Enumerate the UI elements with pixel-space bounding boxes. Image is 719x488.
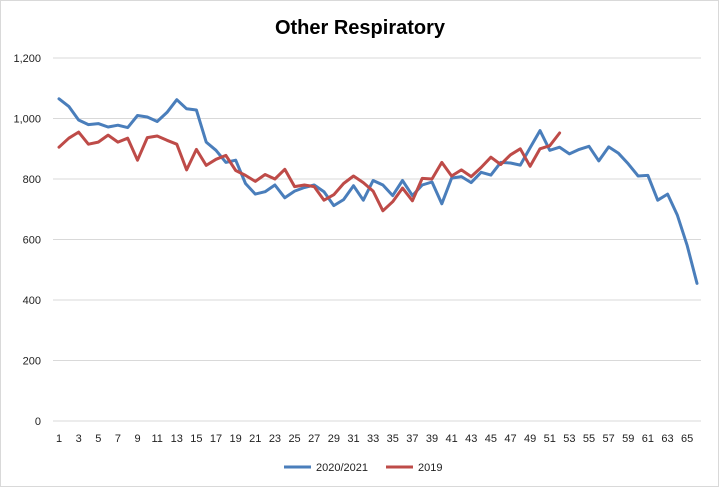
chart-title: Other Respiratory — [275, 17, 446, 39]
x-tick-label: 13 — [171, 433, 183, 445]
y-tick-label: 400 — [23, 295, 41, 307]
x-tick-label: 33 — [367, 433, 379, 445]
x-tick-label: 3 — [76, 433, 82, 445]
series-line-1 — [57, 130, 562, 213]
x-tick-label: 61 — [642, 433, 654, 445]
x-tick-label: 19 — [230, 433, 242, 445]
x-tick-label: 35 — [387, 433, 399, 445]
y-tick-label: 0 — [35, 416, 41, 428]
x-tick-label: 49 — [524, 433, 536, 445]
x-tick-label: 57 — [603, 433, 615, 445]
legend: 2020/2021 2019 — [284, 462, 442, 474]
y-tick-label: 800 — [23, 174, 41, 186]
x-tick-label: 43 — [465, 433, 477, 445]
x-tick-label: 17 — [210, 433, 222, 445]
x-tick-label: 51 — [544, 433, 556, 445]
x-tick-label: 27 — [308, 433, 320, 445]
x-tick-label: 31 — [347, 433, 359, 445]
x-tick-label: 65 — [681, 433, 693, 445]
grid-lines — [53, 57, 701, 422]
y-tick-label: 1,000 — [13, 114, 41, 126]
y-tick-label: 1,200 — [13, 53, 41, 65]
x-tick-label: 41 — [445, 433, 457, 445]
series-lines — [57, 97, 699, 285]
y-tick-label: 200 — [23, 356, 41, 368]
legend-label-0: 2020/2021 — [316, 462, 368, 474]
x-tick-label: 9 — [134, 433, 140, 445]
x-tick-label: 37 — [406, 433, 418, 445]
x-tick-label: 21 — [249, 433, 261, 445]
x-tick-label: 45 — [485, 433, 497, 445]
x-tick-label: 29 — [328, 433, 340, 445]
x-tick-label: 15 — [190, 433, 202, 445]
x-tick-label: 39 — [426, 433, 438, 445]
series-line-0 — [57, 97, 699, 285]
x-tick-label: 1 — [56, 433, 62, 445]
x-tick-label: 7 — [115, 433, 121, 445]
x-tick-label: 47 — [504, 433, 516, 445]
x-tick-label: 25 — [288, 433, 300, 445]
x-tick-label: 11 — [151, 433, 162, 445]
x-tick-label: 63 — [661, 433, 673, 445]
y-axis-ticks: 0 200 400 600 800 1,000 1,200 — [13, 53, 41, 428]
x-axis-ticks: 1 3 5 7 9 11 13 15 17 19 21 23 25 27 29 31 33 35 37 39 41 43 4… — [56, 433, 693, 445]
x-tick-label: 55 — [583, 433, 595, 445]
x-tick-label: 23 — [269, 433, 281, 445]
x-tick-label: 5 — [95, 433, 101, 445]
legend-label-1: 2019 — [418, 462, 442, 474]
x-tick-label: 59 — [622, 433, 634, 445]
x-tick-label: 53 — [563, 433, 575, 445]
y-tick-label: 600 — [23, 235, 41, 247]
